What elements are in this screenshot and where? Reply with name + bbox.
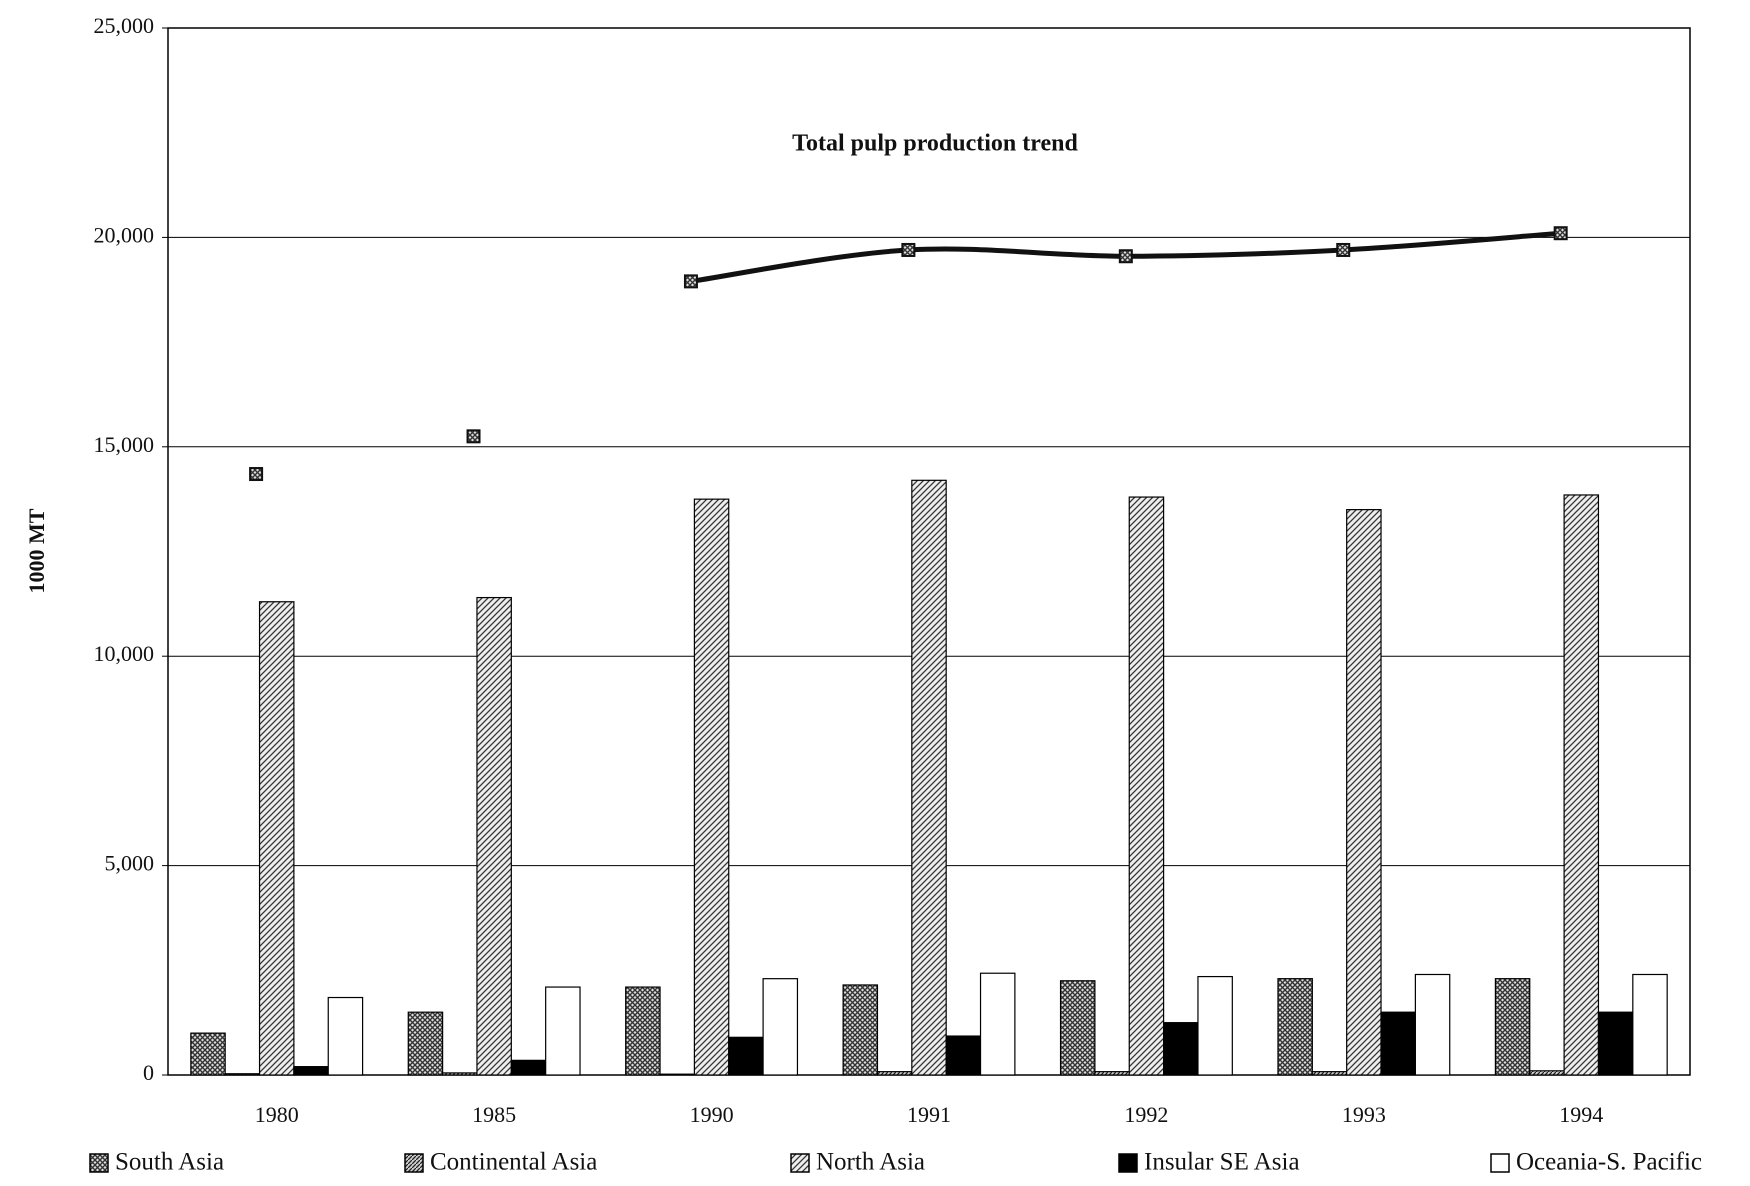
legend-swatch xyxy=(89,1153,109,1173)
trend-marker xyxy=(901,242,916,257)
bar xyxy=(979,972,1016,1076)
x-tick-label: 1994 xyxy=(1559,1102,1603,1127)
trend-marker xyxy=(1118,249,1133,264)
legend-label: Continental Asia xyxy=(430,1149,597,1176)
y-tick-label: 25,000 xyxy=(94,13,155,38)
bar xyxy=(1094,1071,1130,1076)
bar xyxy=(1059,980,1096,1076)
bar xyxy=(693,498,730,1076)
x-tick-label: 1991 xyxy=(907,1102,951,1127)
bar xyxy=(911,479,947,1076)
bar xyxy=(1563,494,1600,1076)
bar xyxy=(728,1036,764,1076)
y-tick-label: 20,000 xyxy=(94,222,155,247)
bar xyxy=(1197,975,1233,1076)
bar xyxy=(1346,509,1382,1076)
x-tick-label: 1985 xyxy=(472,1102,516,1127)
bar xyxy=(293,1066,329,1076)
bar xyxy=(1597,1011,1634,1076)
bar xyxy=(442,1072,478,1076)
x-tick-label: 1980 xyxy=(255,1102,299,1127)
bar xyxy=(659,1073,695,1076)
bar xyxy=(1632,973,1668,1076)
legend-label: Insular SE Asia xyxy=(1144,1149,1300,1176)
trend-marker xyxy=(1553,226,1568,241)
bar xyxy=(258,601,295,1076)
trend-marker xyxy=(1336,242,1351,257)
legend-swatch xyxy=(790,1153,810,1173)
bar xyxy=(545,986,581,1076)
bar xyxy=(876,1071,913,1076)
legend-label: South Asia xyxy=(115,1149,224,1176)
bar xyxy=(1128,496,1165,1076)
y-tick-label: 10,000 xyxy=(94,641,155,666)
y-tick-label: 0 xyxy=(143,1060,154,1085)
bar xyxy=(1163,1022,1199,1076)
bar xyxy=(945,1035,982,1076)
bar xyxy=(625,986,661,1076)
bar xyxy=(1529,1070,1565,1076)
bar xyxy=(1494,978,1531,1076)
bar xyxy=(762,978,799,1076)
legend-swatch xyxy=(1118,1153,1138,1173)
trend-marker xyxy=(466,429,481,444)
trend-marker xyxy=(249,467,264,482)
bar xyxy=(1311,1071,1348,1076)
bar xyxy=(1380,1011,1416,1076)
x-tick-label: 1993 xyxy=(1342,1102,1386,1127)
bar xyxy=(1277,978,1313,1076)
y-tick-label: 5,000 xyxy=(105,851,155,876)
y-axis-label: 1000 MT xyxy=(24,508,49,593)
bar xyxy=(842,984,879,1076)
legend-swatch xyxy=(404,1153,424,1173)
x-tick-label: 1992 xyxy=(1124,1102,1168,1127)
legend-label: Oceania-S. Pacific xyxy=(1516,1149,1702,1176)
trend-marker xyxy=(683,274,698,289)
y-tick-label: 15,000 xyxy=(94,432,155,457)
legend-swatch xyxy=(1490,1153,1510,1173)
bar xyxy=(190,1032,226,1076)
bar xyxy=(407,1011,444,1076)
annotation: Total pulp production trend xyxy=(792,131,1078,157)
x-tick-label: 1990 xyxy=(690,1102,734,1127)
legend-label: North Asia xyxy=(816,1149,925,1176)
bar xyxy=(476,596,512,1076)
bar xyxy=(510,1059,547,1076)
bar xyxy=(1414,973,1451,1076)
bar xyxy=(327,996,364,1076)
bar xyxy=(224,1073,261,1076)
